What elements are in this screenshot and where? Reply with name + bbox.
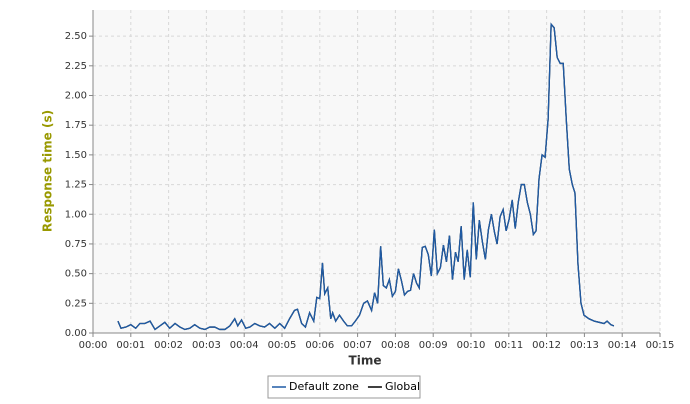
x-tick-label: 00:05 (268, 340, 297, 351)
x-tick-label: 00:01 (116, 340, 145, 351)
y-tick-label: 0.00 (65, 328, 87, 339)
y-tick-label: 1.00 (65, 209, 87, 220)
x-tick-label: 00:14 (608, 340, 637, 351)
y-tick-label: 0.50 (65, 269, 87, 280)
x-tick-label: 00:08 (381, 340, 410, 351)
y-tick-label: 1.25 (65, 180, 87, 191)
legend (267, 375, 421, 399)
x-tick-label: 00:15 (646, 340, 675, 351)
x-tick-label: 00:12 (532, 340, 561, 351)
x-axis-label: Time (349, 354, 382, 368)
plot-area (93, 10, 660, 333)
y-tick-label: 2.25 (65, 61, 87, 72)
y-tick-label: 0.25 (65, 298, 87, 309)
y-tick-label: 2.00 (65, 91, 87, 102)
y-tick-label: 1.50 (65, 150, 87, 161)
legend-label: Default zone (289, 380, 359, 393)
x-tick-label: 00:07 (343, 340, 372, 351)
y-tick-label: 0.75 (65, 239, 87, 250)
x-tick-label: 00:13 (570, 340, 599, 351)
x-tick-label: 00:02 (154, 340, 183, 351)
x-tick-label: 00:11 (494, 340, 523, 351)
y-axis-label: Response time (s) (41, 110, 55, 232)
x-tick-label: 00:04 (230, 340, 259, 351)
series-line (117, 22, 615, 331)
x-tick-label: 00:06 (305, 340, 334, 351)
x-tick-label: 00:00 (79, 340, 108, 351)
y-tick-label: 1.75 (65, 120, 87, 131)
y-tick-label: 2.50 (65, 31, 87, 42)
x-tick-label: 00:10 (457, 340, 486, 351)
x-tick-label: 00:09 (419, 340, 448, 351)
legend-label: Global (385, 380, 420, 393)
x-tick-label: 00:03 (192, 340, 221, 351)
